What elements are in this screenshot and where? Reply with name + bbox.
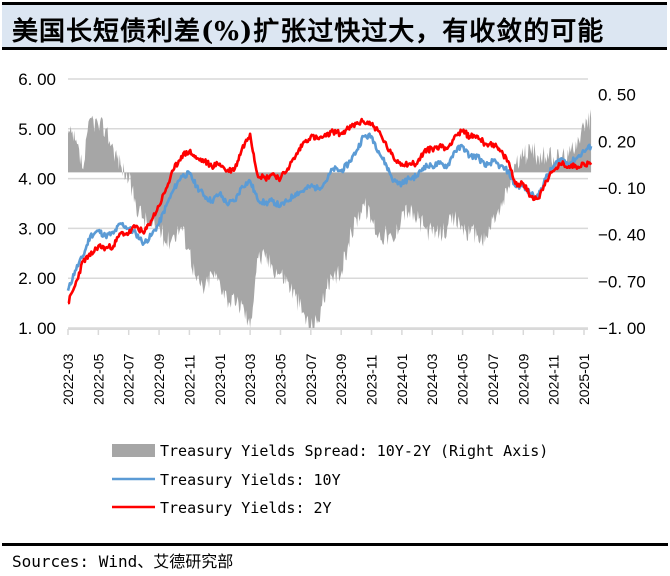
- x-tick-label: 2024-03: [424, 353, 440, 405]
- line-2y: [67, 117, 593, 305]
- legend-label: Treasury Yields Spread: 10Y-2Y (Right Ax…: [160, 442, 548, 460]
- x-tick-label: 2025-01: [576, 353, 592, 405]
- x-tick-label: 2024-05: [455, 353, 471, 405]
- left-axis-labels: 6. 00 5. 00 4. 00 3. 00 2. 00 1. 00: [18, 70, 56, 338]
- right-tick-label: −1. 00: [598, 319, 646, 338]
- x-tick-label: 2024-11: [546, 354, 562, 405]
- x-tick-label: 2023-01: [212, 353, 228, 405]
- legend-label: Treasury Yields: 2Y: [160, 499, 332, 517]
- x-tick-label: 2024-01: [394, 353, 410, 405]
- spread-area-series: [68, 109, 592, 329]
- right-tick-label: 0. 50: [598, 86, 636, 105]
- left-tick-label: 1. 00: [18, 319, 56, 338]
- left-tick-label: 3. 00: [18, 219, 56, 238]
- x-tick-label: 2024-07: [485, 353, 501, 405]
- x-tick-label: 2023-07: [303, 353, 319, 405]
- source-note: Sources: Wind、艾德研究部: [12, 552, 234, 571]
- x-tick-label: 2023-03: [242, 353, 258, 405]
- x-tick-label: 2022-03: [60, 353, 76, 405]
- left-tick-label: 6. 00: [18, 70, 56, 89]
- axes: [67, 328, 588, 335]
- x-tick-label: 2023-11: [364, 354, 380, 405]
- left-tick-label: 4. 00: [18, 170, 56, 189]
- legend: Treasury Yields Spread: 10Y-2Y (Right Ax…: [112, 442, 548, 517]
- line-10y: [66, 132, 593, 291]
- source-divider: [2, 543, 668, 546]
- legend-label: Treasury Yields: 10Y: [160, 471, 341, 489]
- yield-line-series: [66, 117, 593, 305]
- x-axis-labels: 2022-03 2022-05 2022-07 2022-09 2022-11 2023-…: [60, 353, 592, 405]
- right-tick-label: −0. 10: [598, 179, 646, 198]
- right-tick-label: −0. 70: [598, 272, 646, 291]
- left-tick-label: 5. 00: [18, 120, 56, 139]
- x-tick-label: 2022-05: [90, 353, 106, 405]
- right-tick-label: −0. 40: [598, 226, 646, 245]
- chart-title: 美国长短债利差(%)扩张过快过大，有收敛的可能: [12, 17, 605, 47]
- x-tick-label: 2022-11: [181, 354, 197, 405]
- x-tick-label: 2023-09: [333, 353, 349, 405]
- left-tick-label: 2. 00: [18, 269, 56, 288]
- spread-area: [68, 109, 592, 329]
- x-tick-label: 2023-05: [272, 353, 288, 405]
- right-tick-label: 0. 20: [598, 132, 636, 151]
- x-tick-label: 2022-09: [151, 353, 167, 405]
- legend-swatch-spread: [112, 444, 155, 457]
- x-tick-label: 2024-09: [515, 353, 531, 405]
- x-tick-label: 2022-07: [121, 353, 137, 405]
- right-axis-labels: 0. 50 0. 20 −0. 10 −0. 40 −0. 70 −1. 00: [598, 86, 646, 338]
- title-bar: 美国长短债利差(%)扩张过快过大，有收敛的可能: [2, 2, 667, 50]
